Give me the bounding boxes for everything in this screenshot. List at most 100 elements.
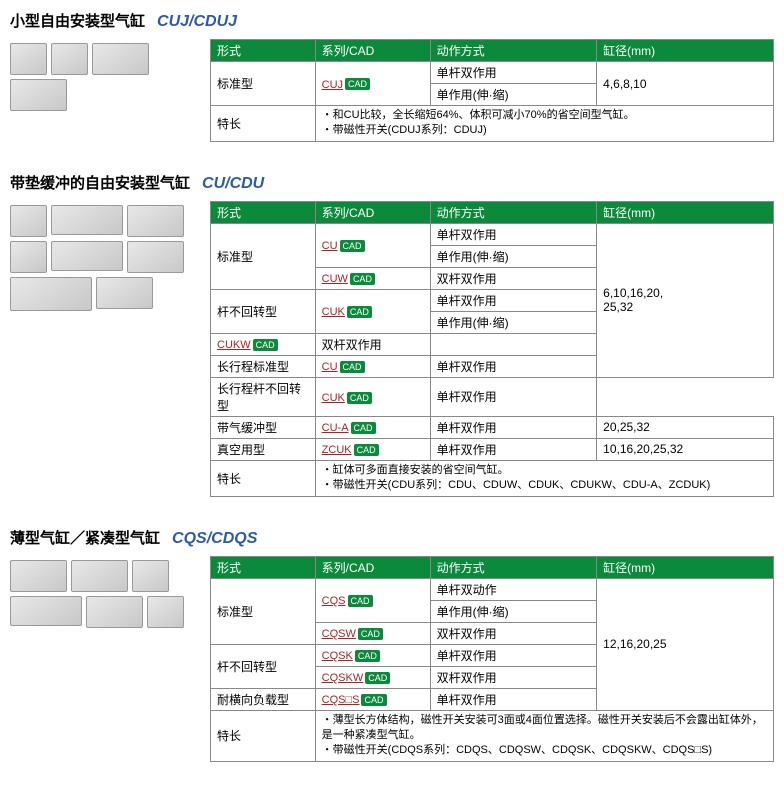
table-header-row: 形式系列/CAD动作方式缸径(mm) xyxy=(211,556,774,578)
section-title: 薄型气缸／紧凑型气缸CQS/CDQS xyxy=(10,527,774,548)
title-cn: 带垫缓冲的自由安装型气缸 xyxy=(10,175,190,192)
series-link[interactable]: CUJ xyxy=(322,79,343,91)
series-link[interactable]: CUW xyxy=(322,273,348,285)
bore-cell: 6,10,16,20,25,32 xyxy=(597,223,774,377)
cylinder-icon xyxy=(10,560,67,592)
bore-cell: 4,6,8,10 xyxy=(597,62,774,106)
feature-label: 特长 xyxy=(211,460,316,496)
table-header: 缸径(mm) xyxy=(597,201,774,223)
product-image xyxy=(10,201,200,497)
series-cell: CU-ACAD xyxy=(315,416,430,438)
type-cell: 杆不回转型 xyxy=(211,644,316,688)
cylinder-icon xyxy=(127,241,184,273)
cad-badge[interactable]: CAD xyxy=(351,422,376,434)
spec-table: 形式系列/CAD动作方式缸径(mm)标准型CQSCAD单杆双动作12,16,20… xyxy=(210,556,774,762)
series-cell: CUCAD xyxy=(315,355,430,377)
bore-cell: 20,25,32 xyxy=(597,416,774,438)
section-body: 形式系列/CAD动作方式缸径(mm)标准型CQSCAD单杆双动作12,16,20… xyxy=(10,556,774,762)
cad-badge[interactable]: CAD xyxy=(355,650,380,662)
type-cell: 长行程标准型 xyxy=(211,355,316,377)
series-link[interactable]: CQS□S xyxy=(322,694,360,706)
bore-cell: 12,16,20,25 xyxy=(597,578,774,710)
series-link[interactable]: CU xyxy=(322,361,338,373)
type-cell: 长行程杆不回转型 xyxy=(211,377,316,416)
bore-cell: 10,16,20,25,32 xyxy=(597,438,774,460)
series-cell: CQS□SCAD xyxy=(315,688,430,710)
type-cell: 带气缓冲型 xyxy=(211,416,316,438)
action-cell: 双杆双作用 xyxy=(430,666,597,688)
cylinder-icon xyxy=(10,43,47,75)
type-cell: 标准型 xyxy=(211,62,316,106)
series-link[interactable]: CUK xyxy=(322,392,345,404)
series-cell: ZCUKCAD xyxy=(315,438,430,460)
table-header: 缸径(mm) xyxy=(597,40,774,62)
feature-row: 特长・薄型长方体结构，磁性开关安装可3面或4面位置选择。磁性开关安装后不会露出缸… xyxy=(211,710,774,761)
spec-table: 形式系列/CAD动作方式缸径(mm)标准型CUJCAD单杆双作用4,6,8,10… xyxy=(210,39,774,142)
type-cell: 真空用型 xyxy=(211,438,316,460)
feature-text: ・薄型长方体结构，磁性开关安装可3面或4面位置选择。磁性开关安装后不会露出缸体外… xyxy=(315,710,773,761)
series-cell: CQSKCAD xyxy=(315,644,430,666)
type-cell: 标准型 xyxy=(211,578,316,644)
cylinder-icon xyxy=(51,205,123,235)
cad-badge[interactable]: CAD xyxy=(350,273,375,285)
cad-badge[interactable]: CAD xyxy=(354,444,379,456)
series-link[interactable]: CQSK xyxy=(322,650,353,662)
cad-badge[interactable]: CAD xyxy=(345,78,370,90)
cad-badge[interactable]: CAD xyxy=(340,240,365,252)
title-model: CUJ/CDUJ xyxy=(157,13,237,30)
series-link[interactable]: CU xyxy=(322,240,338,252)
series-link[interactable]: CU-A xyxy=(322,422,349,434)
type-cell: 标准型 xyxy=(211,223,316,289)
table-header-row: 形式系列/CAD动作方式缸径(mm) xyxy=(211,40,774,62)
feature-text: ・缸体可多面直接安装的省空间气缸。・带磁性开关(CDU系列：CDU、CDUW、C… xyxy=(315,460,773,496)
product-section: 薄型气缸／紧凑型气缸CQS/CDQS形式系列/CAD动作方式缸径(mm)标准型C… xyxy=(10,527,774,762)
spec-table-wrap: 形式系列/CAD动作方式缸径(mm)标准型CUCAD单杆双作用6,10,16,2… xyxy=(210,201,774,497)
section-title: 带垫缓冲的自由安装型气缸 CU/CDU xyxy=(10,172,774,193)
action-cell: 双杆双作用 xyxy=(430,267,597,289)
type-cell: 杆不回转型 xyxy=(211,289,316,333)
table-row: 标准型CUCAD单杆双作用6,10,16,20,25,32 xyxy=(211,223,774,245)
table-row: 带气缓冲型CU-ACAD单杆双作用20,25,32 xyxy=(211,416,774,438)
table-header: 系列/CAD xyxy=(315,40,430,62)
series-cell: CQSCAD xyxy=(315,578,430,622)
series-cell: CUKWCAD xyxy=(211,333,316,355)
spec-table-wrap: 形式系列/CAD动作方式缸径(mm)标准型CUJCAD单杆双作用4,6,8,10… xyxy=(210,39,774,142)
spec-table: 形式系列/CAD动作方式缸径(mm)标准型CUCAD单杆双作用6,10,16,2… xyxy=(210,201,774,497)
cylinder-icon xyxy=(147,596,184,628)
title-cn: 薄型气缸／紧凑型气缸 xyxy=(10,530,160,547)
series-link[interactable]: CQSKW xyxy=(322,672,364,684)
title-model: CU/CDU xyxy=(202,175,264,192)
table-row: 标准型CQSCAD单杆双动作12,16,20,25 xyxy=(211,578,774,600)
table-header: 系列/CAD xyxy=(315,556,430,578)
feature-label: 特长 xyxy=(211,106,316,142)
series-link[interactable]: CUKW xyxy=(217,339,251,351)
series-link[interactable]: ZCUK xyxy=(322,444,352,456)
series-link[interactable]: CQS xyxy=(322,595,346,607)
cad-badge[interactable]: CAD xyxy=(347,392,372,404)
table-row: 标准型CUJCAD单杆双作用4,6,8,10 xyxy=(211,62,774,84)
action-cell: 单杆双动作 xyxy=(430,578,597,600)
series-cell: CUWCAD xyxy=(315,267,430,289)
series-cell: CQSWCAD xyxy=(315,622,430,644)
cad-badge[interactable]: CAD xyxy=(347,306,372,318)
table-row: 真空用型ZCUKCAD单杆双作用10,16,20,25,32 xyxy=(211,438,774,460)
cad-badge[interactable]: CAD xyxy=(361,694,386,706)
table-header: 动作方式 xyxy=(430,201,597,223)
cad-badge[interactable]: CAD xyxy=(253,339,278,351)
action-cell: 单杆双作用 xyxy=(430,438,597,460)
spec-table-wrap: 形式系列/CAD动作方式缸径(mm)标准型CQSCAD单杆双动作12,16,20… xyxy=(210,556,774,762)
series-link[interactable]: CQSW xyxy=(322,628,356,640)
table-row: 长行程杆不回转型 CUKCAD 单杆双作用 xyxy=(211,377,774,416)
cad-badge[interactable]: CAD xyxy=(340,361,365,373)
cylinder-icon xyxy=(10,596,82,626)
cad-badge[interactable]: CAD xyxy=(348,595,373,607)
table-header: 形式 xyxy=(211,556,316,578)
action-cell: 单杆双作用 xyxy=(430,377,597,416)
cylinder-icon xyxy=(10,277,92,311)
cad-badge[interactable]: CAD xyxy=(358,628,383,640)
series-cell: CUCAD xyxy=(315,223,430,267)
series-link[interactable]: CUK xyxy=(322,306,345,318)
cad-badge[interactable]: CAD xyxy=(365,672,390,684)
cylinder-icon xyxy=(86,596,143,628)
feature-text: ・和CU比较，全长缩短64%、体积可减小70%的省空间型气缸。・带磁性开关(CD… xyxy=(315,106,773,142)
